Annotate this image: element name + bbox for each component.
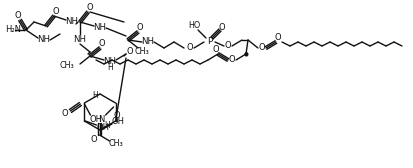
Text: H: H xyxy=(107,64,113,73)
Text: H: H xyxy=(92,92,97,100)
Text: O: O xyxy=(61,109,68,117)
Text: P: P xyxy=(207,37,212,47)
Text: CH₃: CH₃ xyxy=(59,61,74,71)
Text: O: O xyxy=(126,48,133,56)
Text: O: O xyxy=(113,112,120,120)
Text: OH: OH xyxy=(97,122,109,132)
Text: O: O xyxy=(274,33,280,43)
Text: O: O xyxy=(98,39,105,49)
Text: O: O xyxy=(136,24,143,32)
Text: O: O xyxy=(218,23,225,32)
Text: H₂N: H₂N xyxy=(5,26,21,34)
Text: NH: NH xyxy=(103,57,116,67)
Text: NH: NH xyxy=(93,24,106,32)
Text: O: O xyxy=(258,44,265,52)
Text: NH: NH xyxy=(38,35,50,45)
Text: O: O xyxy=(86,4,93,12)
Text: CH₃: CH₃ xyxy=(134,48,149,56)
Text: O: O xyxy=(90,135,97,143)
Text: O: O xyxy=(186,44,193,52)
Text: NH: NH xyxy=(141,37,154,47)
Text: H: H xyxy=(104,120,110,130)
Text: ●: ● xyxy=(243,52,248,56)
Text: NH: NH xyxy=(65,17,78,27)
Text: O: O xyxy=(228,55,235,65)
Text: NH: NH xyxy=(74,34,86,44)
Text: OH: OH xyxy=(111,117,124,127)
Text: O: O xyxy=(14,11,21,20)
Text: CH₃: CH₃ xyxy=(108,138,123,148)
Text: O: O xyxy=(212,46,219,54)
Text: N: N xyxy=(98,115,104,123)
Text: O: O xyxy=(52,8,59,16)
Text: O: O xyxy=(224,41,231,51)
Text: HO: HO xyxy=(188,22,199,31)
Text: OH: OH xyxy=(90,115,103,123)
